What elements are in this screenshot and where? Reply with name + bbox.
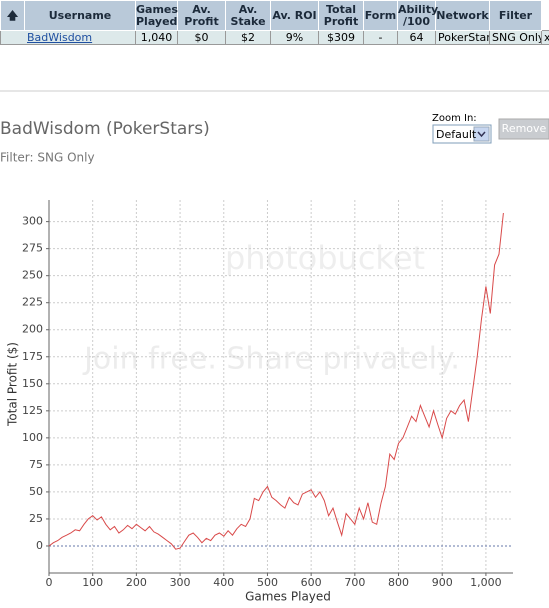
sort-arrow[interactable]: 🡅 [0, 0, 25, 31]
cell: 1,040 [135, 30, 178, 45]
x-tick-label: 600 [301, 576, 322, 589]
chart-title: BadWisdom (PokerStars) [0, 119, 210, 139]
zoom-value: Default [436, 128, 477, 141]
y-tick-label: 175 [22, 350, 43, 363]
profit-line [48, 212, 504, 550]
x-axis-label: Games Played [245, 590, 331, 604]
column-header[interactable]: Ability /100 [397, 0, 438, 31]
column-header[interactable]: Username [24, 0, 136, 31]
column-header[interactable]: Av. Profit [177, 0, 226, 31]
y-axis-label: Total Profit ($) [6, 342, 20, 427]
x-tick-label: 0 [46, 576, 53, 589]
stats-table: 🡅 Username Games Played Av. Profit Av. Stake… [0, 0, 549, 45]
y-tick-label: 125 [22, 404, 43, 417]
y-tick-label: 50 [29, 485, 43, 498]
column-header[interactable]: Network [435, 0, 490, 31]
username-link[interactable]: BadWisdom [0, 30, 136, 45]
cell: PokerStars [435, 30, 490, 45]
cell: 64 [397, 30, 436, 45]
arrow-icon [477, 131, 486, 138]
x-tick-label: 200 [126, 576, 147, 589]
column-header[interactable]: Filter [489, 0, 542, 31]
x-tick-label: 900 [432, 576, 453, 589]
chart-subtitle: Filter: SNG Only [0, 151, 95, 165]
y-tick-label: 0 [36, 539, 43, 552]
column-header[interactable]: Games Played [135, 0, 178, 31]
select-arrow [473, 126, 490, 142]
cell[interactable]: x [541, 30, 549, 45]
x-tick-label: 700 [344, 576, 365, 589]
cell: $2 [225, 30, 271, 45]
cell: 9% [270, 30, 319, 45]
x-tick-label: 500 [257, 576, 278, 589]
x-tick-label: 800 [388, 576, 409, 589]
watermark-tagline: Join free. Share privately. [82, 342, 460, 377]
cell: - [363, 30, 398, 45]
y-tick-label: 250 [22, 269, 43, 282]
remove-button[interactable] [498, 118, 549, 140]
column-header[interactable]: Form [363, 0, 398, 31]
y-tick-label: 225 [22, 296, 43, 309]
column-header[interactable]: Av. ROI [270, 0, 319, 31]
y-tick-label: 75 [29, 458, 43, 471]
y-tick-label: 300 [22, 215, 43, 228]
x-tick-label: 100 [82, 576, 103, 589]
column-header[interactable]: Total Profit [318, 0, 364, 31]
x-tick-label: 300 [170, 576, 191, 589]
y-tick-label: 200 [22, 323, 43, 336]
cell: SNG Only [489, 30, 542, 45]
column-header[interactable]: Av. Stake [225, 0, 271, 31]
y-tick-label: 150 [22, 377, 43, 390]
zoom-label: Zoom In: [432, 113, 477, 124]
cell: $0 [177, 30, 226, 45]
cell: $309 [318, 30, 364, 45]
remove-label: Remove [502, 122, 547, 135]
y-tick-label: 100 [22, 431, 43, 444]
x-tick-label: 1,000 [470, 576, 502, 589]
x-tick-label: 400 [213, 576, 234, 589]
y-tick-label: 275 [22, 242, 43, 255]
watermark-brand: photobucket [225, 239, 425, 277]
y-tick-label: 25 [29, 512, 43, 525]
